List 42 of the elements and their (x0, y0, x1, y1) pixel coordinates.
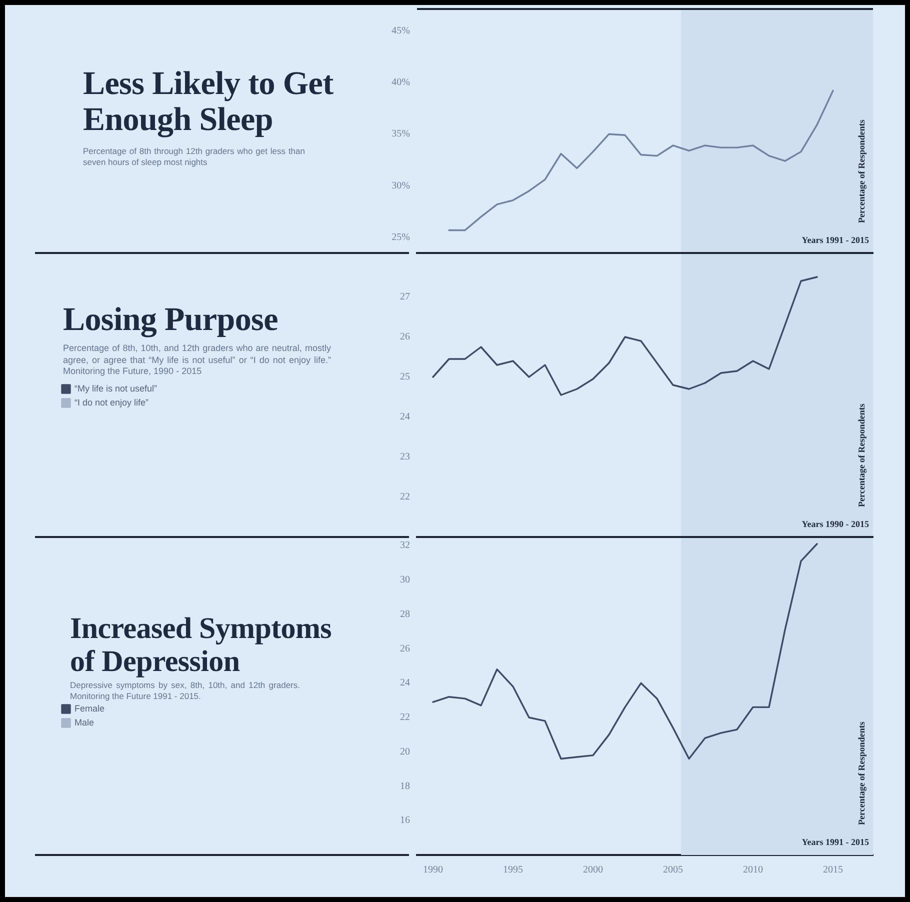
y-tick-label: 25 (400, 372, 410, 383)
x-tick-label: 2010 (743, 864, 763, 876)
y-tick-label: 16 (400, 815, 410, 826)
y-axis-title: Percentage of Respondents (856, 403, 866, 507)
text: Less Likely to Get Enough Sleep (83, 66, 334, 138)
text: Percentage of 8th through 12th graders who get less than seven hours of sleep most nights (83, 146, 305, 168)
y-tick-label: 23 (400, 452, 410, 463)
y-tick-label: 27 (400, 292, 410, 303)
legend-label: Male (74, 717, 94, 728)
y-tick-label: 35% (392, 128, 410, 140)
x-axis-title: Years 1991 - 2015 (802, 837, 870, 847)
text: Losing Purpose (63, 302, 279, 338)
legend-label: Female (74, 703, 105, 714)
y-tick-label: 40% (392, 77, 410, 88)
x-tick-label: 1990 (423, 864, 443, 876)
text: Depressive symptoms by sex, 8th, 10th, and 12th graders. Monitoring the Future 1991 - 2015. (70, 680, 300, 702)
y-axis-title: Percentage of Respondents (856, 119, 866, 223)
y-tick-label: 28 (400, 608, 410, 620)
y-tick-label: 30% (392, 180, 410, 192)
y-tick-label: 32 (400, 540, 410, 552)
text: Increased Symptoms of Depression (70, 612, 333, 678)
y-tick-label: 45% (392, 25, 410, 36)
y-tick-label: 22 (400, 712, 410, 724)
y-axis-title: Percentage of Respondents (856, 721, 866, 825)
y-tick-label: 26 (400, 332, 410, 343)
y-tick-label: 26 (400, 643, 410, 654)
y-tick-label: 20 (400, 746, 410, 758)
y-tick-label: 25% (392, 232, 410, 244)
y-tick-label: 22 (400, 492, 410, 503)
text: Percentage of 8th, 10th, and 12th graders who are neutral, mostly agree, or agree that “My life is not useful” or “I do not enjoy life.” Monitoring the Future, 1990 - 2015 (63, 343, 331, 378)
legend-label: “My life is not useful” (74, 383, 158, 394)
y-tick-label: 24 (400, 412, 410, 423)
x-tick-label: 2005 (663, 864, 683, 876)
y-tick-label: 30 (400, 574, 410, 586)
x-axis-title: Years 1991 - 2015 (802, 235, 870, 245)
y-tick-label: 18 (400, 780, 410, 792)
y-tick-label: 24 (400, 678, 410, 689)
x-tick-label: 2000 (583, 864, 603, 876)
legend-label: “I do not enjoy life” (74, 397, 149, 408)
x-tick-label: 2015 (823, 864, 843, 876)
x-axis-title: Years 1990 - 2015 (802, 519, 870, 529)
x-tick-label: 1995 (503, 864, 523, 876)
